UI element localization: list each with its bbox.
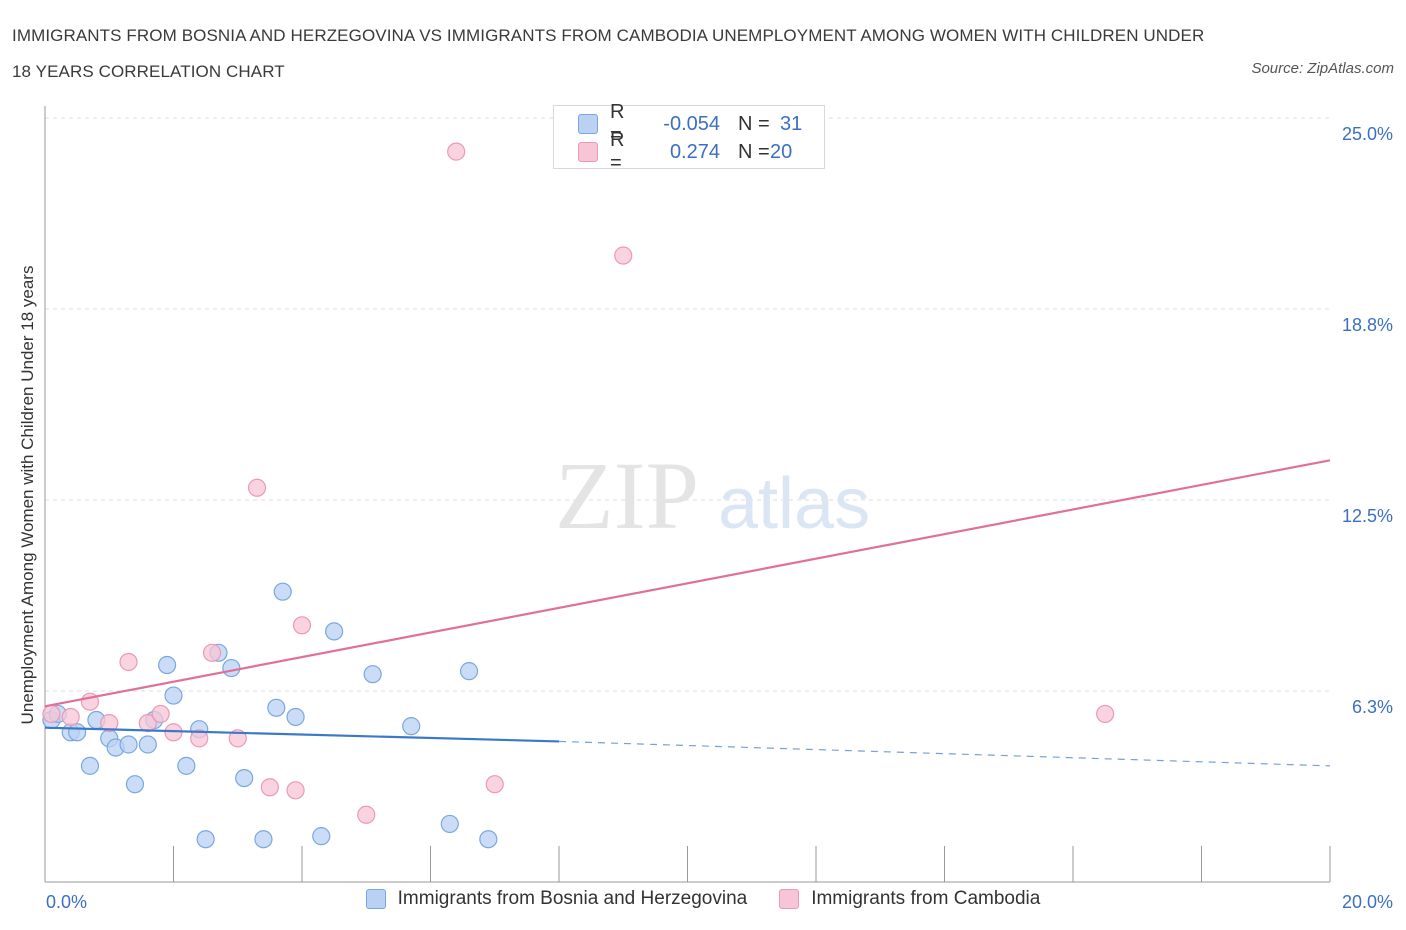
bosnia-point — [222, 658, 241, 678]
cambodia-point — [357, 805, 376, 824]
cambodia-point — [61, 707, 80, 727]
bosnia-point — [196, 830, 215, 849]
legend-swatch-bosnia — [365, 889, 386, 909]
cambodia-point — [100, 713, 119, 733]
bosnia-point — [267, 698, 286, 717]
bosnia-trend-extension — [558, 740, 1331, 767]
source-label: Source: ZipAtlas.com — [1251, 60, 1394, 77]
cambodia-trend-line — [44, 459, 1331, 708]
chart-title: IMMIGRANTS FROM BOSNIA AND HERZEGOVINA V… — [12, 26, 1205, 81]
bosnia-point — [68, 723, 87, 742]
watermark-zip: ZIP — [555, 442, 699, 549]
stats-legend: R = -0.054 N = 31 R = 0.274 N = 20 — [553, 101, 825, 174]
legend-swatch-cambodia — [578, 142, 598, 162]
y-tick-label: 12.5% — [1342, 506, 1393, 526]
bosnia-point — [254, 830, 273, 849]
cambodia-point — [247, 478, 267, 497]
cambodia-point — [202, 643, 222, 662]
bosnia-point — [363, 665, 382, 684]
bosnia-point — [402, 717, 421, 736]
x-tick-label: 0.0% — [46, 892, 87, 912]
bosnia-point — [177, 756, 196, 775]
legend-swatch-cambodia — [779, 889, 800, 909]
watermark: ZIP atlas — [555, 442, 870, 549]
stats-row-cambodia: R = 0.274 N = 20 — [578, 129, 793, 174]
legend-item-cambodia[interactable]: Immigrants from Cambodia — [779, 888, 1040, 910]
cambodia-point — [190, 729, 209, 748]
bosnia-trend-line — [44, 726, 560, 743]
bosnia-point — [125, 775, 145, 794]
cambodia-point — [485, 775, 504, 794]
bosnia-point — [312, 827, 331, 846]
bosnia-point — [164, 686, 183, 705]
n-value: 31 — [780, 112, 803, 135]
watermark-atlas: atlas — [718, 464, 870, 544]
y-tick-label: 25.0% — [1342, 124, 1393, 144]
cambodia-point — [286, 781, 305, 800]
legend-swatch-bosnia — [578, 114, 598, 134]
series-legend: Immigrants from Bosnia and Herzegovina I… — [0, 888, 1406, 910]
bosnia-point — [119, 735, 138, 754]
trend-lines — [44, 459, 1331, 767]
cambodia-point — [1096, 704, 1115, 724]
cambodia-point — [151, 704, 170, 724]
bosnia-point — [235, 768, 254, 788]
grid-lines — [45, 117, 1330, 692]
x-tick-label: 20.0% — [1342, 892, 1393, 912]
cambodia-point — [228, 729, 247, 748]
cambodia-point — [260, 778, 279, 797]
legend-label-cambodia: Immigrants from Cambodia — [811, 888, 1041, 909]
bosnia-point — [440, 814, 459, 834]
tick-labels: 6.3% 12.5% 18.8% 25.0% 0.0% 20.0% — [46, 124, 1393, 912]
legend-item-bosnia[interactable]: Immigrants from Bosnia and Herzegovina — [365, 888, 748, 910]
legend-label-bosnia: Immigrants from Bosnia and Herzegovina — [397, 888, 748, 909]
cambodia-point — [614, 246, 633, 265]
bosnia-point — [138, 735, 157, 754]
n-value: 20 — [770, 140, 793, 163]
bosnia-point — [80, 756, 100, 775]
r-value: -0.054 — [663, 112, 720, 135]
cambodia-point — [119, 652, 138, 672]
stats-row-bosnia: R = -0.054 N = 31 — [578, 101, 803, 146]
cambodia-point — [292, 616, 312, 635]
n-label: N = — [738, 112, 770, 135]
bosnia-point — [286, 707, 305, 727]
axes — [44, 106, 1331, 883]
y-tick-label: 18.8% — [1342, 315, 1393, 335]
cambodia-point — [42, 704, 61, 724]
r-label: R = — [610, 101, 625, 146]
r-value: 0.274 — [669, 140, 720, 163]
bosnia-point — [479, 830, 498, 849]
r-label: R = — [610, 129, 625, 174]
bosnia-point — [273, 582, 292, 601]
cambodia-point — [138, 713, 157, 733]
cambodia-point — [447, 142, 466, 161]
data-points — [42, 142, 1115, 849]
bosnia-point — [459, 662, 479, 681]
bosnia-point — [157, 655, 177, 675]
n-label: N = — [738, 140, 770, 163]
y-tick-label: 6.3% — [1352, 697, 1393, 717]
bosnia-point — [325, 622, 344, 641]
